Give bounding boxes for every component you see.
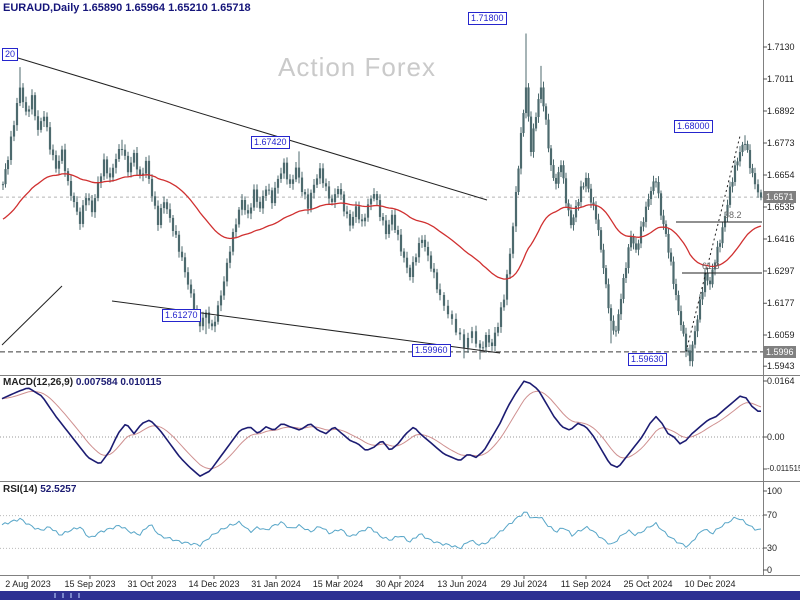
rsi-name: RSI(14) (3, 484, 38, 495)
horizontal-scrollbar[interactable] (0, 591, 800, 600)
rsi-value: 52.5257 (40, 484, 77, 495)
scrollbar-ticks-icon (54, 593, 84, 598)
chart-title: EURAUD,Daily 1.65890 1.65964 1.65210 1.6… (3, 2, 251, 14)
macd-name: MACD(12,26,9) (3, 377, 74, 388)
macd-indicator-label: MACD(12,26,9) 0.007584 0.010115 (3, 377, 161, 388)
macd-value-main: 0.007584 (75, 377, 118, 388)
watermark: Action Forex (278, 52, 436, 82)
macd-value-signal: 0.010115 (120, 377, 162, 388)
rsi-indicator-label: RSI(14) 52.5257 (3, 484, 76, 495)
